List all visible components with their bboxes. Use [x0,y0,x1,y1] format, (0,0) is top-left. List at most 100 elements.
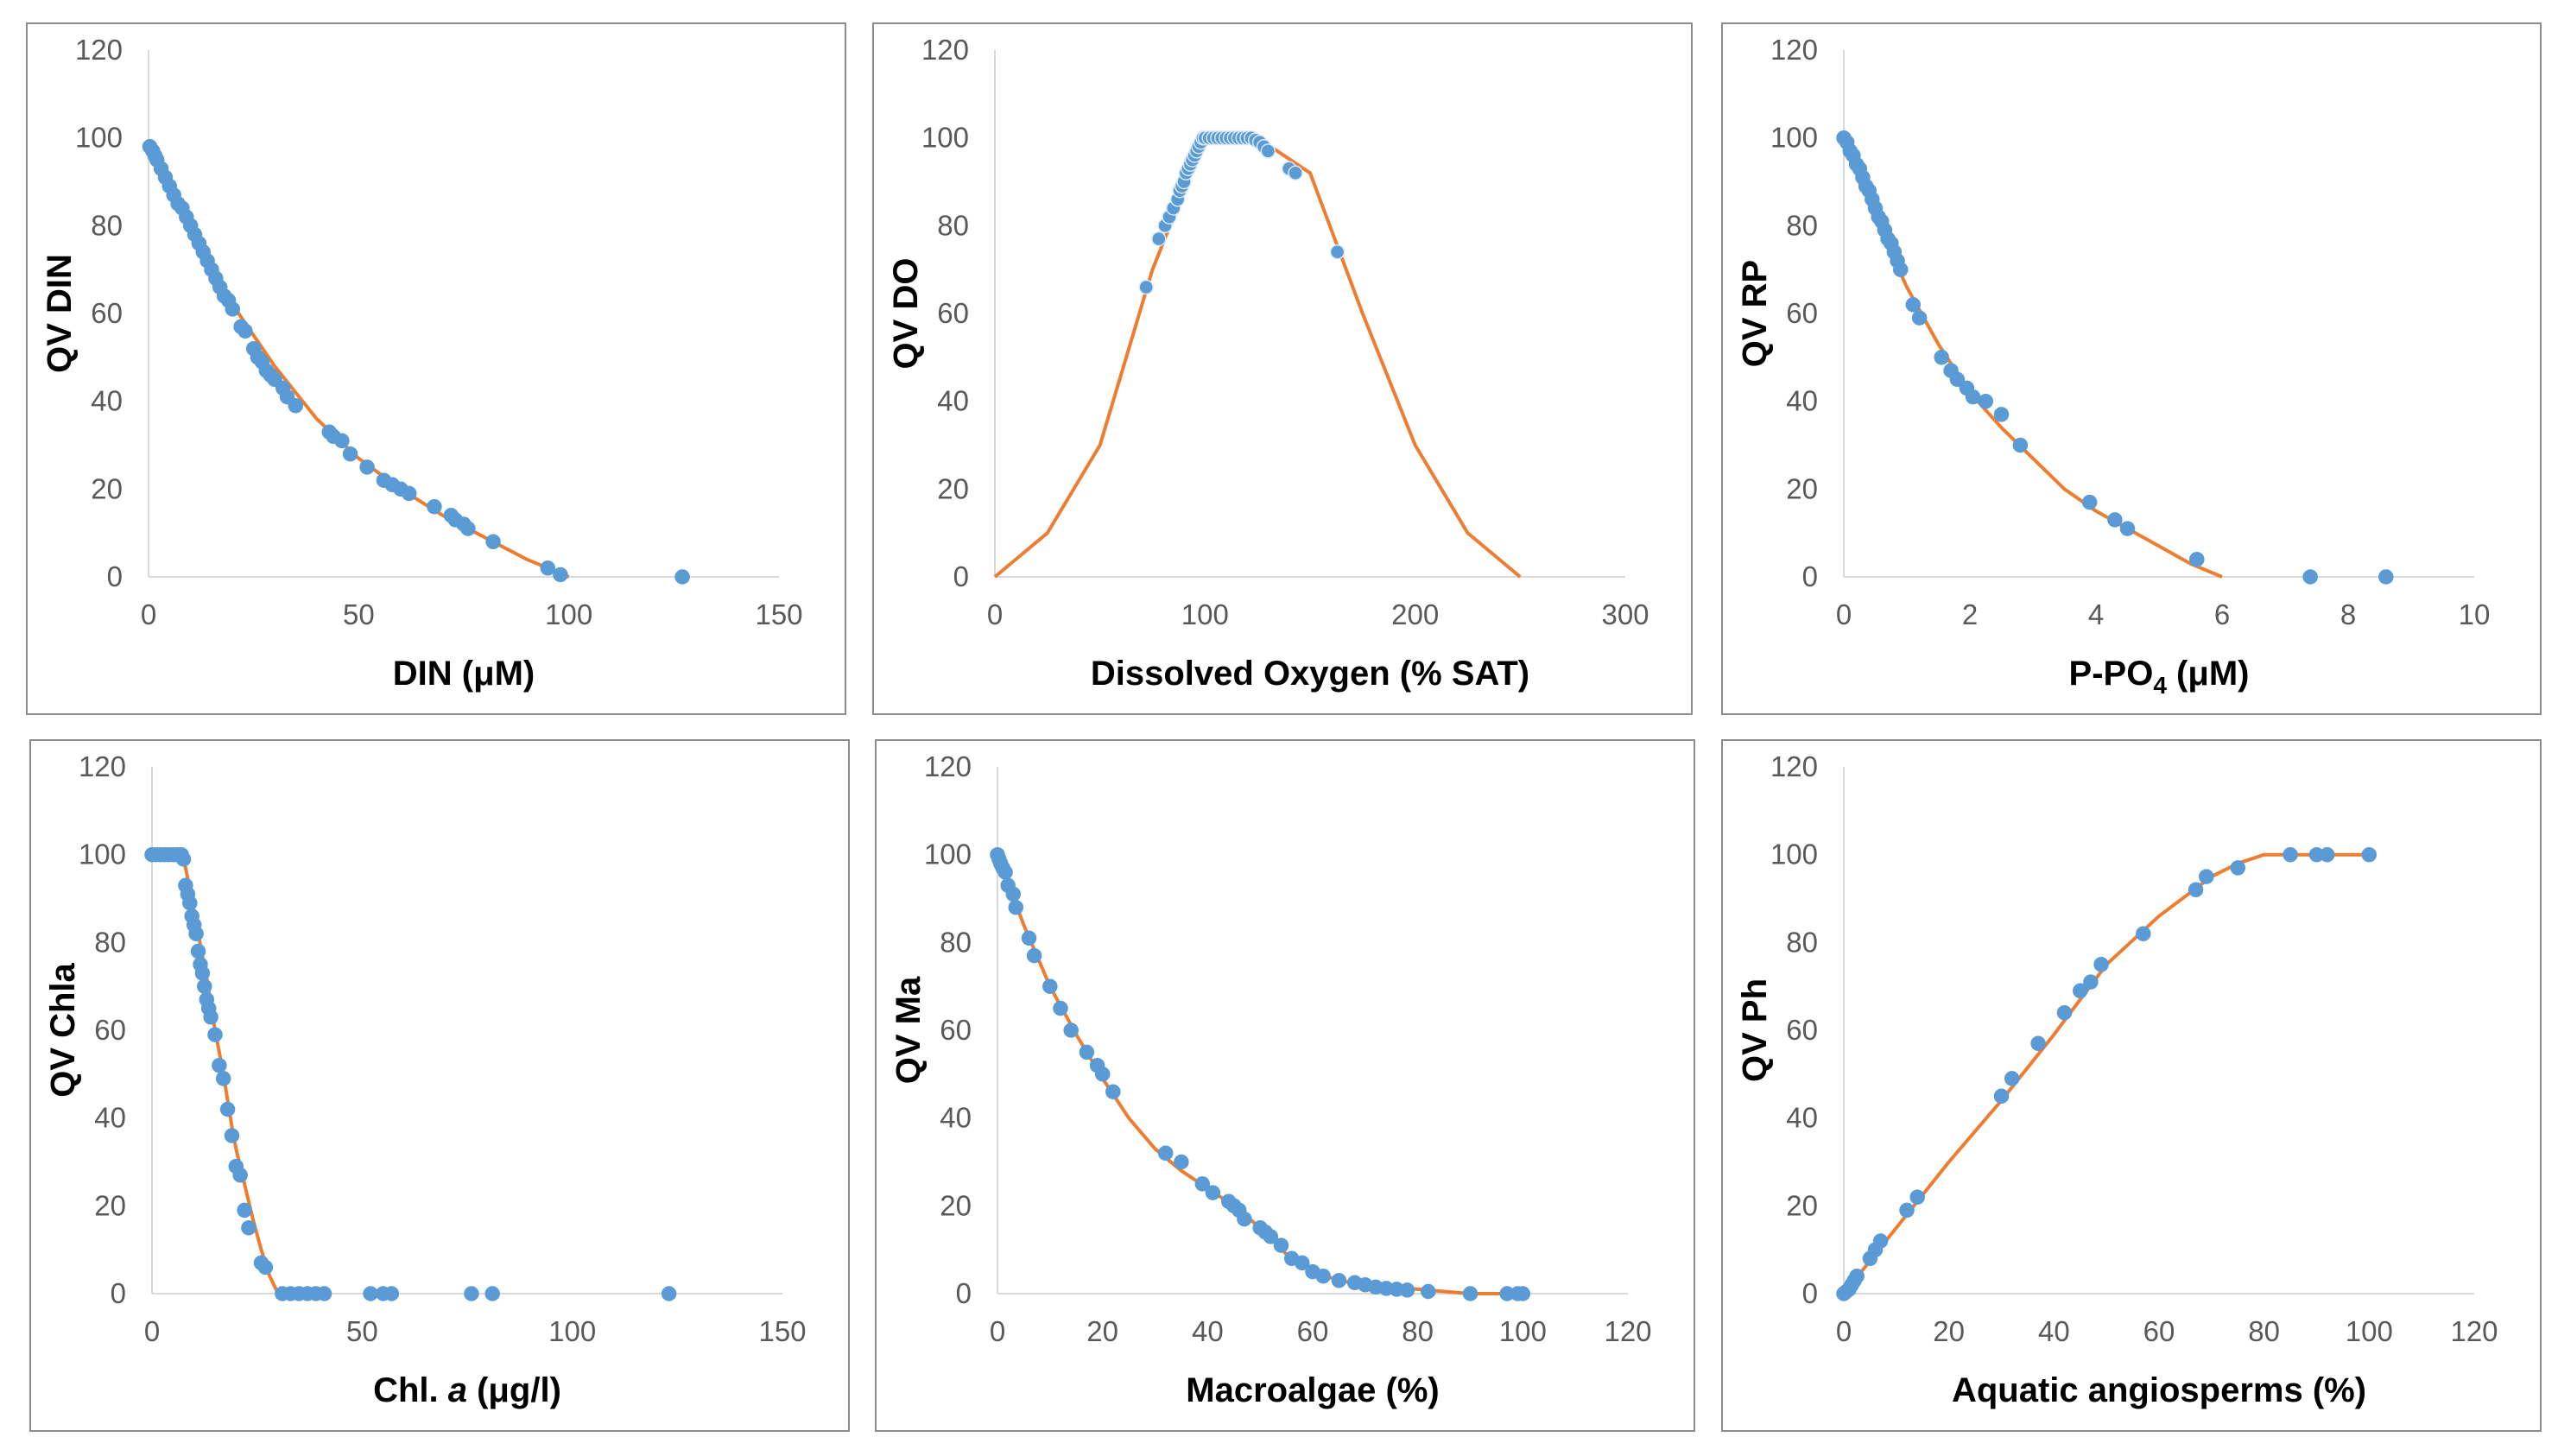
data-point [1105,1084,1121,1099]
data-point [1978,393,1994,409]
data-point [203,1010,218,1025]
y-tick-label: 100 [924,839,972,870]
data-point [2107,512,2123,528]
x-tick-label: 100 [1499,1315,1547,1347]
data-point [1260,143,1276,159]
data-point [1151,231,1167,247]
data-point [1315,1268,1331,1284]
data-point [257,1259,274,1276]
x-tick-label: 100 [1181,598,1229,630]
data-point [182,895,198,911]
y-tick-label: 20 [1786,1189,1818,1221]
data-point [2073,983,2088,999]
x-tick-label: 0 [1836,1315,1852,1347]
x-tick-label: 200 [1391,598,1439,630]
data-point [1934,350,1949,365]
y-tick-label: 0 [107,560,123,592]
chart-panel-ma: 0 20 40 60 80 100 120 0 20 40 60 80 100 120 Macroalgae… [875,739,1695,1432]
data-point [1899,1202,1915,1219]
data-point [1892,262,1909,277]
chart-panel-do: 0 20 40 60 80 100 120 0 100 200 300 Dissolved Oxyge… [872,22,1693,715]
series-line [1842,852,2370,1295]
data-point [2189,551,2205,567]
data-point [334,433,350,449]
x-tick-label: 0 [1836,598,1852,630]
y-tick-label: 60 [1786,297,1818,329]
x-tick-label: 50 [343,598,375,630]
data-point [232,1168,248,1183]
x-tick-label: 100 [545,598,592,630]
data-point [1042,978,1058,994]
chart-svg-1: 0 20 40 60 80 100 120 0 100 200 300 Dissolved Oxyge… [887,34,1649,693]
y-tick-label: 40 [91,385,123,417]
series-line [1842,136,2223,579]
data-point [1421,1283,1436,1300]
y-tick-label: 40 [94,1102,126,1134]
x-tick-label: 0 [141,598,156,630]
y-axis-label: QV Chla [44,962,82,1097]
y-tick-label: 0 [1802,560,1818,592]
y-tick-label: 100 [1770,839,1818,870]
y-axis-label: QV RP [1736,260,1774,367]
x-tick-label: 60 [1297,1315,1329,1347]
y-tick-label: 80 [1786,209,1818,241]
x-tick-label: 10 [2459,598,2491,630]
series-line [152,852,280,1295]
data-point [464,1286,479,1301]
data-point [225,301,241,317]
data-point [1053,1000,1068,1016]
data-point [2093,957,2109,972]
y-tick-label: 80 [940,926,972,958]
y-tick-label: 20 [937,472,969,504]
y-tick-label: 120 [1770,34,1818,66]
data-point [2188,882,2204,898]
y-tick-label: 0 [1802,1277,1818,1309]
chart-panel-ph: 0 20 40 60 80 100 120 0 20 40 60 80 100 120 Aquatic an… [1721,739,2542,1432]
data-point [2119,521,2136,536]
data-point [2012,437,2029,453]
data-point [194,965,211,981]
data-point [1008,899,1024,915]
chart-svg-4: 0 20 40 60 80 100 120 0 20 40 60 80 100 120 Macroalgae… [890,750,1652,1409]
y-tick-label: 60 [937,297,969,329]
data-point [288,398,304,414]
data-point [2230,860,2246,876]
data-point [224,1128,240,1143]
data-point [1157,1145,1174,1162]
x-tick-label: 50 [346,1315,378,1347]
x-tick-label: 6 [2214,598,2230,630]
data-point [540,560,556,576]
data-point [1021,930,1037,946]
chart-svg-3: 0 20 40 60 80 100 120 0 50 100 150 Chl. a (μg/l) QV … [44,750,807,1409]
y-tick-label: 80 [91,209,123,241]
data-point [2361,846,2378,863]
data-point [2136,926,2151,941]
x-tick-label: 40 [1192,1315,1224,1347]
data-point [1331,1273,1347,1288]
data-point [1515,1286,1531,1301]
data-point [1911,310,1928,326]
data-point [1295,1255,1310,1271]
data-point [1237,1211,1252,1227]
data-point [215,1071,231,1086]
chart-panel-chla: 0 20 40 60 80 100 120 0 50 100 150 Chl. a (μg/l) QV … [29,739,850,1432]
x-tick-label: 20 [1086,1315,1118,1347]
data-point [1205,1185,1221,1200]
x-tick-label: 300 [1601,598,1649,630]
data-point [460,521,476,536]
y-tick-label: 120 [79,750,126,782]
y-tick-label: 100 [75,122,123,154]
data-point [2083,974,2099,990]
data-point [2056,1004,2073,1021]
data-point [1849,1268,1865,1284]
data-point [188,926,204,941]
data-point [1094,1067,1111,1082]
data-point [427,498,442,515]
x-tick-label: 120 [2450,1315,2498,1347]
y-tick-label: 100 [921,122,969,154]
y-tick-label: 100 [1770,122,1818,154]
y-axis-label: QV Ph [1736,978,1774,1082]
y-tick-label: 100 [79,839,126,870]
y-tick-label: 0 [111,1277,126,1309]
data-point [219,1101,236,1117]
